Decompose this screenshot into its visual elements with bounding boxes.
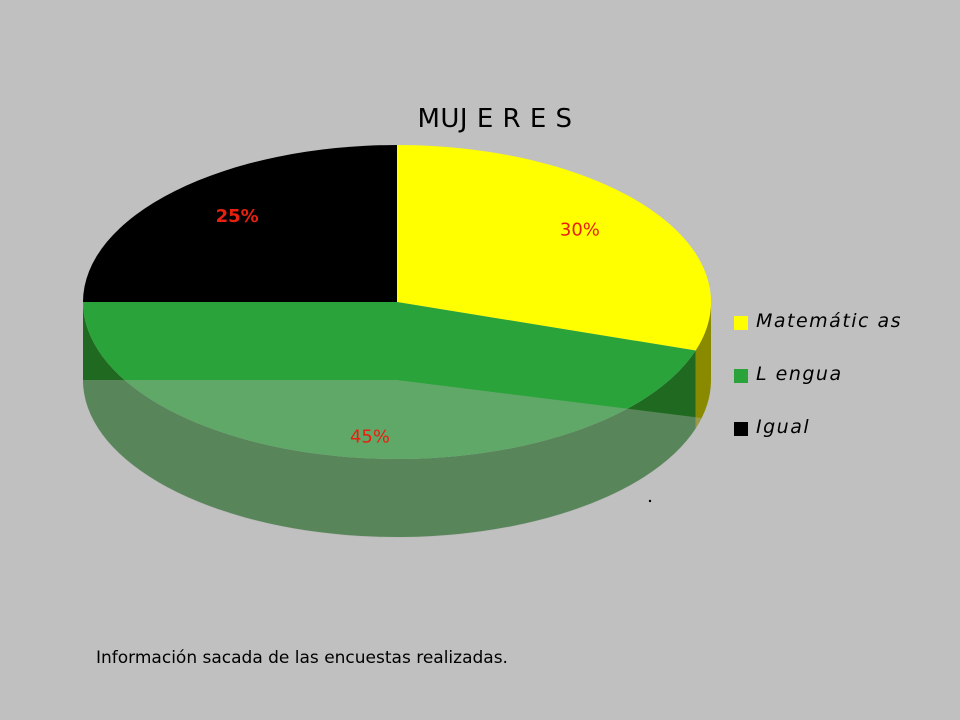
pie-slice-igual xyxy=(83,145,397,302)
pie-slice-matematicas xyxy=(397,145,712,351)
stray-dot xyxy=(648,499,652,503)
pie-side-matematicas xyxy=(695,302,711,429)
data-label-igual: 25% xyxy=(216,206,259,227)
data-label-matematicas: 30% xyxy=(560,220,600,241)
pie-slice-lengua xyxy=(83,302,696,460)
legend-swatch-lengua xyxy=(734,369,748,383)
chart-title: MUJ E R E S xyxy=(417,104,573,134)
legend-swatch-igual xyxy=(734,422,748,436)
legend-label-matematicas: Matemátic as xyxy=(756,310,903,332)
legend-label-igual: Igual xyxy=(756,416,811,438)
pie-side-lengua xyxy=(83,302,696,537)
legend-label-lengua: L engua xyxy=(756,363,843,385)
footnote: Información sacada de las encuestas real… xyxy=(96,648,508,668)
data-label-lengua: 45% xyxy=(350,426,390,447)
legend-swatch-matematicas xyxy=(734,316,748,330)
pie-shadow-overlay xyxy=(82,380,702,538)
